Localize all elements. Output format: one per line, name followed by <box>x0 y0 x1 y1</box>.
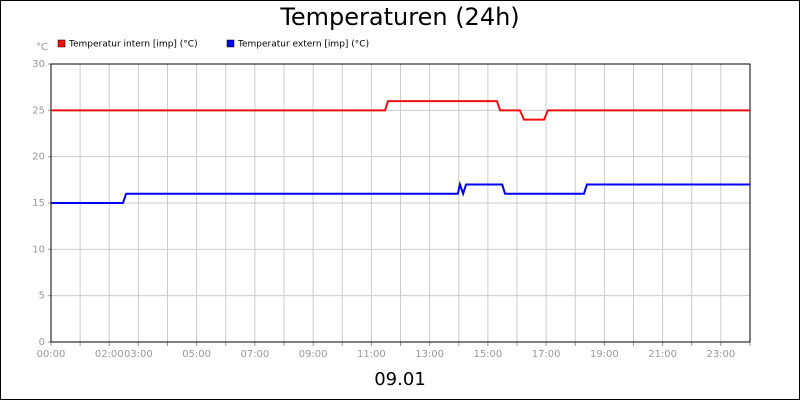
x-tick-label: 23:00 <box>706 349 735 360</box>
y-tick-label: 20 <box>32 152 45 163</box>
x-tick-label: 02:00 <box>95 349 124 360</box>
y-tick-label: 10 <box>32 244 45 255</box>
series-line <box>51 180 750 204</box>
y-tick-label: 5 <box>39 291 45 302</box>
x-tick-label: 03:00 <box>124 349 153 360</box>
y-tick-label: 0 <box>39 337 45 348</box>
x-tick-label: 09:00 <box>299 349 328 360</box>
legend-swatch <box>57 39 66 48</box>
x-axis-label: 09.01 <box>374 369 426 390</box>
y-axis-label: °C <box>36 42 48 53</box>
x-tick-label: 21:00 <box>648 349 677 360</box>
legend-swatch <box>226 39 235 48</box>
x-tick-label: 07:00 <box>240 349 269 360</box>
legend-label: Temperatur intern [imp] (°C) <box>68 40 198 50</box>
x-tick-label: 19:00 <box>590 349 619 360</box>
chart-title: Temperaturen (24h) <box>279 3 519 31</box>
series-line <box>51 100 750 121</box>
x-tick-label: 17:00 <box>532 349 561 360</box>
x-tick-label: 11:00 <box>357 349 386 360</box>
y-tick-label: 25 <box>32 105 45 116</box>
x-tick-label: 13:00 <box>415 349 444 360</box>
legend-label: Temperatur extern [imp] (°C) <box>237 40 369 50</box>
x-tick-label: 05:00 <box>182 349 211 360</box>
y-tick-label: 15 <box>32 198 45 209</box>
y-tick-label: 30 <box>32 59 45 70</box>
x-tick-label: 00:00 <box>37 349 66 360</box>
x-tick-label: 15:00 <box>473 349 502 360</box>
